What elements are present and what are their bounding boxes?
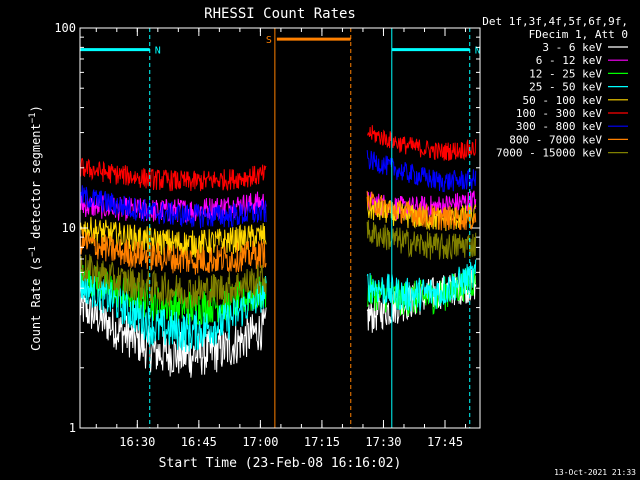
series-25-50-kev-segment-1 (79, 272, 267, 353)
y-axis-label: Count Rate (s−1 detector segment−1) (28, 105, 43, 351)
series-25-50-kev-segment-2 (366, 259, 477, 312)
legend-label-12-25-kev: 12 - 25 keV (529, 67, 602, 80)
series-800-7000-kev-segment-1 (79, 228, 267, 275)
y-tick-label-1: 10 (62, 221, 76, 235)
x-tick-label-3: 17:15 (304, 435, 340, 449)
series-50-100-kev-segment-1 (79, 216, 267, 258)
marker-saa-2-label: S (266, 35, 272, 46)
legend-header-line-1: Det 1f,3f,4f,5f,6f,9f, (482, 15, 628, 28)
series-3-6-kev-segment-1 (79, 289, 267, 378)
series-12-25-kev-segment-1 (79, 262, 267, 326)
series-7000-15000-kev-segment-1 (79, 254, 267, 309)
series-7000-15000-kev-segment-2 (366, 220, 477, 260)
x-tick-label-5: 17:45 (427, 435, 463, 449)
series-300-800-kev-segment-1 (79, 185, 267, 229)
legend-label-800-7000-kev: 800 - 7000 keV (509, 133, 602, 146)
legend-label-100-300-kev: 100 - 300 keV (516, 107, 602, 120)
legend-label-25-50-kev: 25 - 50 keV (529, 81, 602, 94)
x-tick-label-0: 16:30 (119, 435, 155, 449)
x-tick-label-1: 16:45 (181, 435, 217, 449)
y-tick-label-0: 1 (69, 421, 76, 435)
marker-attenuator-0-label: N (155, 46, 161, 57)
series-300-800-kev-segment-2 (366, 150, 477, 193)
legend-label-300-800-kev: 300 - 800 keV (516, 120, 602, 133)
legend-label-50-100-kev: 50 - 100 keV (523, 94, 603, 107)
marker-attenuator-1-label: N (475, 46, 481, 57)
x-axis-label: Start Time (23-Feb-08 16:16:02) (159, 456, 402, 471)
y-tick-label-2: 100 (54, 21, 76, 35)
y-axis-ticks: 1 10 100 (54, 21, 480, 435)
chart-title: RHESSI Count Rates (204, 6, 356, 22)
series-100-300-kev-segment-1 (79, 157, 267, 192)
data-traces (79, 125, 477, 378)
legend-label-6-12-kev: 6 - 12 keV (536, 54, 603, 67)
series-100-300-kev-segment-2 (367, 125, 477, 161)
x-axis-ticks: 16:30 16:45 17:00 17:15 17:30 17:45 (95, 28, 467, 449)
x-tick-label-4: 17:30 (365, 435, 401, 449)
timestamp: 13-Oct-2021 21:33 (554, 468, 636, 477)
x-tick-label-2: 17:00 (242, 435, 278, 449)
series-800-7000-kev-segment-2 (366, 190, 477, 231)
legend: Det 1f,3f,4f,5f,6f,9f, FDecim 1, Att 0 3… (482, 15, 628, 160)
legend-label-7000-15000-kev: 7000 - 15000 keV (496, 147, 602, 160)
legend-label-3-6-kev: 3 - 6 keV (542, 41, 602, 54)
legend-header-line-2: FDecim 1, Att 0 (529, 28, 628, 41)
